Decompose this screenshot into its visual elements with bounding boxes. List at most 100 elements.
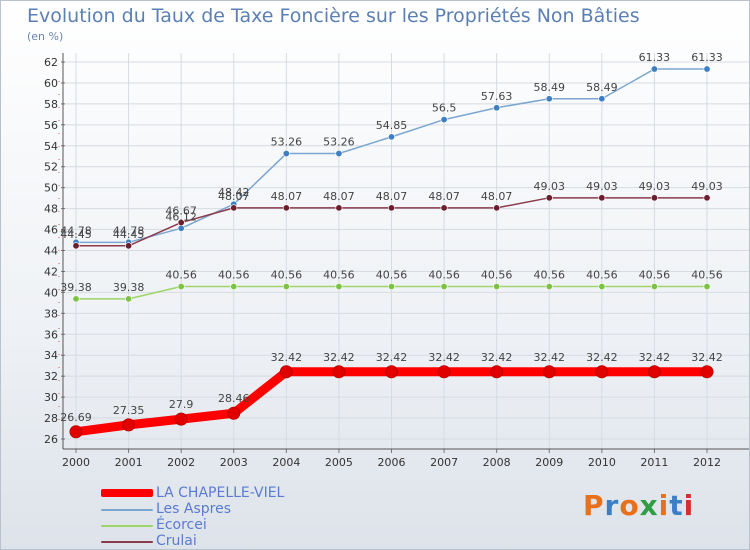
data-label-la-chapelle-viel: 27.9 xyxy=(169,398,194,411)
data-point-les-aspres xyxy=(440,116,448,124)
data-point-crulai xyxy=(598,194,606,202)
data-point-la-chapelle-viel xyxy=(122,418,136,432)
data-label-les-aspres: 48.42 xyxy=(218,186,250,199)
data-point-les-aspres xyxy=(493,104,501,112)
data-label-ecorcei: 40.56 xyxy=(691,269,723,282)
data-point-crulai xyxy=(335,204,343,212)
logo-letter: x xyxy=(639,489,659,522)
y-tick-label: 50 xyxy=(44,182,58,195)
data-label-la-chapelle-viel: 32.42 xyxy=(481,351,513,364)
data-label-crulai: 48.07 xyxy=(428,190,460,203)
logo-letter: i xyxy=(683,489,695,522)
y-unit-label: (en %) xyxy=(27,30,64,43)
grid xyxy=(63,53,749,449)
data-label-les-aspres: 56.5 xyxy=(432,102,457,115)
data-point-la-chapelle-viel xyxy=(332,365,346,379)
data-label-crulai: 48.07 xyxy=(481,190,513,203)
legend: LA CHAPELLE-VIEL Les Aspres Écorcei Crul… xyxy=(101,485,341,550)
data-point-les-aspres xyxy=(335,150,343,158)
data-label-les-aspres: 44.78 xyxy=(60,224,92,237)
data-label-ecorcei: 39.38 xyxy=(60,281,92,294)
x-tick-label: 2008 xyxy=(483,456,511,469)
y-tick-label: 56 xyxy=(44,119,58,132)
data-point-ecorcei xyxy=(177,283,185,291)
data-point-crulai xyxy=(177,219,185,227)
data-point-les-aspres xyxy=(177,224,185,232)
data-label-ecorcei: 40.56 xyxy=(271,269,303,282)
data-label-les-aspres: 61.33 xyxy=(691,51,723,64)
data-point-crulai xyxy=(72,242,80,250)
y-tick-label: 32 xyxy=(44,370,58,383)
legend-swatch xyxy=(101,509,153,511)
x-tick-label: 2005 xyxy=(325,456,353,469)
data-point-la-chapelle-viel xyxy=(69,425,83,439)
legend-swatch xyxy=(101,541,153,543)
legend-swatch xyxy=(101,525,153,527)
data-label-la-chapelle-viel: 32.42 xyxy=(586,351,618,364)
data-point-ecorcei xyxy=(493,283,501,291)
data-point-ecorcei xyxy=(230,283,238,291)
legend-label: Écorcei xyxy=(156,517,207,533)
legend-label: Les Aspres xyxy=(156,501,232,517)
data-point-les-aspres xyxy=(545,95,553,103)
data-label-les-aspres: 46.12 xyxy=(165,210,197,223)
data-point-la-chapelle-viel xyxy=(542,365,556,379)
data-point-ecorcei xyxy=(282,283,290,291)
data-point-la-chapelle-viel xyxy=(595,365,609,379)
data-label-la-chapelle-viel: 32.42 xyxy=(271,351,303,364)
data-label-les-aspres: 53.26 xyxy=(323,136,355,149)
data-point-crulai xyxy=(703,194,711,202)
y-tick-label: 62 xyxy=(44,56,58,69)
data-label-crulai: 46.67 xyxy=(165,205,197,218)
data-point-ecorcei xyxy=(72,295,80,303)
axes: 26 28 30 32 34 36 38 40 42 44 46 48 50 52 54 56 58 60 62 20… xyxy=(44,53,749,469)
legend-label: LA CHAPELLE-VIEL xyxy=(156,485,285,501)
x-tick-label: 2007 xyxy=(430,456,458,469)
y-tick-label: 28 xyxy=(44,412,58,425)
x-tick-label: 2001 xyxy=(115,456,143,469)
x-tick-label: 2006 xyxy=(378,456,406,469)
x-tick-label: 2004 xyxy=(272,456,300,469)
logo-letter: P xyxy=(583,489,605,522)
logo-letter: i xyxy=(658,489,670,522)
data-point-la-chapelle-viel xyxy=(174,412,188,426)
data-label-ecorcei: 40.56 xyxy=(165,269,197,282)
x-tick-label: 2011 xyxy=(640,456,668,469)
y-tick-label: 30 xyxy=(44,391,58,404)
data-point-ecorcei xyxy=(545,283,553,291)
data-point-la-chapelle-viel xyxy=(279,365,293,379)
data-label-ecorcei: 40.56 xyxy=(534,269,566,282)
y-tick-label: 44 xyxy=(44,245,58,258)
data-point-crulai xyxy=(493,204,501,212)
x-tick-label: 2010 xyxy=(588,456,616,469)
data-labels: 44.78 44.78 46.12 48.42 53.26 53.26 54.85 56.5 5… xyxy=(60,51,723,424)
data-point-crulai xyxy=(545,194,553,202)
data-label-la-chapelle-viel: 28.46 xyxy=(218,392,250,405)
y-tick-label: 58 xyxy=(44,98,58,111)
data-label-ecorcei: 40.56 xyxy=(586,269,618,282)
x-tick-label: 2000 xyxy=(62,456,90,469)
data-point-crulai xyxy=(387,204,395,212)
y-tick-label: 36 xyxy=(44,328,58,341)
y-tick-label: 46 xyxy=(44,224,58,237)
data-label-la-chapelle-viel: 32.42 xyxy=(534,351,566,364)
data-point-crulai xyxy=(282,204,290,212)
legend-item-crulai: Crulai xyxy=(101,533,341,550)
data-label-les-aspres: 44.78 xyxy=(113,224,145,237)
data-label-les-aspres: 54.85 xyxy=(376,119,408,132)
data-label-crulai: 49.03 xyxy=(691,180,723,193)
legend-item-les-aspres: Les Aspres xyxy=(101,501,341,518)
data-label-ecorcei: 39.38 xyxy=(113,281,145,294)
data-point-crulai xyxy=(230,204,238,212)
legend-label: Crulai xyxy=(156,533,197,549)
data-label-crulai: 48.07 xyxy=(323,190,355,203)
data-point-la-chapelle-viel xyxy=(385,365,398,379)
data-label-ecorcei: 40.56 xyxy=(481,269,513,282)
data-point-les-aspres xyxy=(703,65,711,73)
chart-title: Evolution du Taux de Taxe Foncière sur l… xyxy=(27,5,640,27)
data-label-la-chapelle-viel: 32.42 xyxy=(691,351,723,364)
data-label-les-aspres: 61.33 xyxy=(639,51,671,64)
x-tick-label: 2003 xyxy=(220,456,248,469)
